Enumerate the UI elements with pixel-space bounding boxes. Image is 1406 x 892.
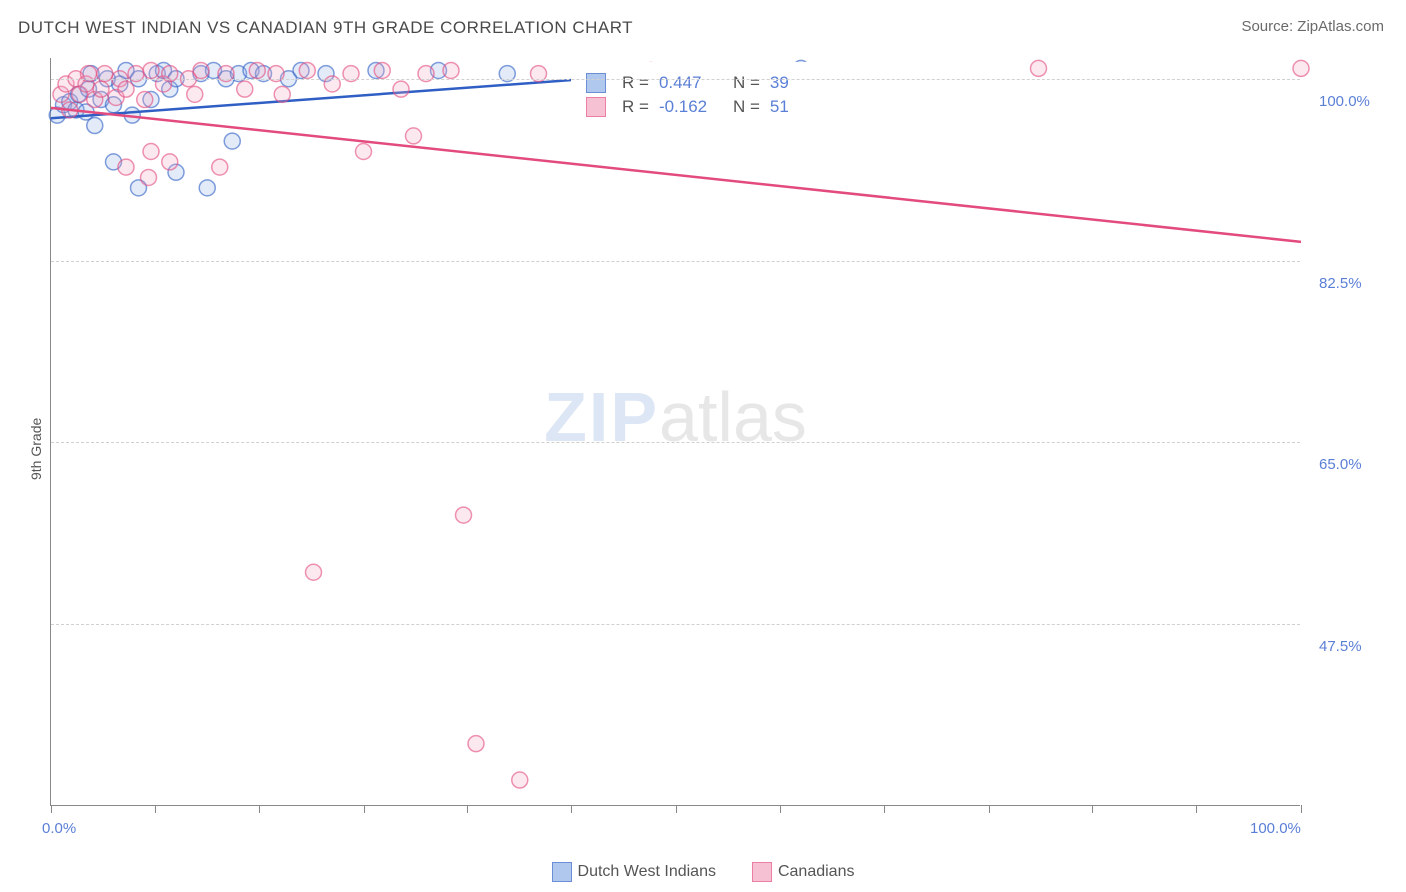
data-point: [249, 62, 265, 78]
legend: Dutch West Indians Canadians: [0, 862, 1406, 882]
stat-n-value: 39: [770, 73, 826, 93]
data-point: [456, 507, 472, 523]
ytick-label: 82.5%: [1319, 275, 1362, 292]
data-point: [87, 118, 103, 134]
stat-r-value: -0.162: [659, 97, 715, 117]
xaxis-label: 100.0%: [1250, 820, 1301, 837]
data-point: [274, 86, 290, 102]
xtick: [1196, 805, 1197, 813]
data-point: [374, 62, 390, 78]
stat-r-label: R =: [622, 73, 649, 93]
data-point: [199, 180, 215, 196]
stat-r-label: R =: [622, 97, 649, 117]
data-point: [356, 144, 372, 160]
stats-swatch: [586, 97, 606, 117]
plot-svg: [51, 58, 1300, 805]
stats-box: R = 0.447 N = 39 R = -0.162 N = 51: [571, 62, 841, 128]
xtick: [1092, 805, 1093, 813]
source-label: Source: ZipAtlas.com: [1241, 18, 1384, 35]
xtick: [364, 805, 365, 813]
chart-title: DUTCH WEST INDIAN VS CANADIAN 9TH GRADE …: [18, 18, 633, 38]
stat-n-label: N =: [733, 97, 760, 117]
legend-label: Canadians: [778, 863, 855, 880]
stats-row: R = 0.447 N = 39: [586, 73, 826, 93]
xtick: [155, 805, 156, 813]
data-point: [406, 128, 422, 144]
gridline: [51, 79, 1300, 80]
xtick: [780, 805, 781, 813]
plot-area: ZIPatlas R =0.447N =39R =-0.162N =51 47.…: [50, 58, 1300, 806]
data-point: [1031, 60, 1047, 76]
xtick: [1301, 805, 1302, 813]
stats-swatch: [586, 73, 606, 93]
xtick: [571, 805, 572, 813]
data-point: [443, 62, 459, 78]
data-point: [512, 772, 528, 788]
ytick-label: 47.5%: [1319, 638, 1362, 655]
data-point: [1293, 60, 1309, 76]
gridline: [51, 442, 1300, 443]
stat-n-value: 51: [770, 97, 826, 117]
data-point: [237, 81, 253, 97]
gridline: [51, 624, 1300, 625]
ytick-label: 65.0%: [1319, 456, 1362, 473]
data-point: [212, 159, 228, 175]
data-point: [137, 92, 153, 108]
data-point: [162, 154, 178, 170]
data-point: [141, 169, 157, 185]
legend-item: Canadians: [752, 862, 855, 882]
legend-item: Dutch West Indians: [552, 862, 716, 882]
legend-label: Dutch West Indians: [578, 863, 716, 880]
stats-row: R = -0.162 N = 51: [586, 97, 826, 117]
xtick: [989, 805, 990, 813]
data-point: [393, 81, 409, 97]
chart-container: DUTCH WEST INDIAN VS CANADIAN 9TH GRADE …: [0, 0, 1406, 892]
data-point: [118, 159, 134, 175]
xtick: [884, 805, 885, 813]
data-point: [306, 564, 322, 580]
data-point: [224, 133, 240, 149]
xaxis-label: 0.0%: [42, 820, 76, 837]
data-point: [93, 81, 109, 97]
xtick: [259, 805, 260, 813]
legend-swatch: [552, 862, 572, 882]
stat-n-label: N =: [733, 73, 760, 93]
data-point: [143, 144, 159, 160]
data-point: [143, 62, 159, 78]
data-point: [299, 62, 315, 78]
data-point: [118, 81, 134, 97]
ytick-label: 100.0%: [1319, 93, 1370, 110]
data-point: [193, 62, 209, 78]
xtick: [467, 805, 468, 813]
gridline: [51, 261, 1300, 262]
stat-r-value: 0.447: [659, 73, 715, 93]
xtick: [51, 805, 52, 813]
legend-swatch: [752, 862, 772, 882]
xtick: [676, 805, 677, 813]
y-axis-label: 9th Grade: [28, 418, 44, 480]
data-point: [468, 736, 484, 752]
data-point: [187, 86, 203, 102]
